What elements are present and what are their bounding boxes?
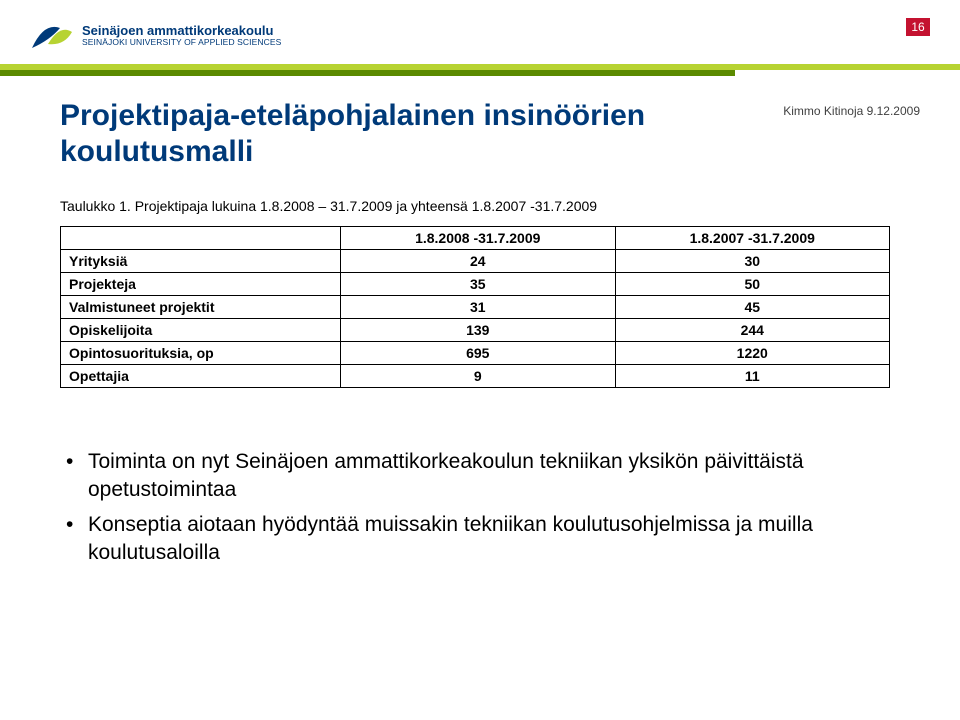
table-row-label: Yrityksiä bbox=[61, 250, 341, 273]
table-header-cell: 1.8.2007 -31.7.2009 bbox=[615, 227, 890, 250]
title-row: Projektipaja-eteläpohjalainen insinöörie… bbox=[60, 98, 920, 170]
table-row: Valmistuneet projektit3145 bbox=[61, 296, 890, 319]
table-row: Projekteja3550 bbox=[61, 273, 890, 296]
bullet-list: Toiminta on nyt Seinäjoen ammattikorkeak… bbox=[60, 448, 920, 567]
table-cell-value: 139 bbox=[341, 319, 616, 342]
table-row-label: Valmistuneet projektit bbox=[61, 296, 341, 319]
table-cell-value: 35 bbox=[341, 273, 616, 296]
table-row-label: Projekteja bbox=[61, 273, 341, 296]
leaf-logo-icon bbox=[30, 18, 74, 54]
institution-logo: Seinäjoen ammattikorkeakoulu SEINÄJOKI U… bbox=[30, 18, 281, 54]
bullet-item: Konseptia aiotaan hyödyntää muissakin te… bbox=[66, 511, 920, 568]
slide-content: Projektipaja-eteläpohjalainen insinöörie… bbox=[60, 98, 920, 573]
table-header-row: 1.8.2008 -31.7.2009 1.8.2007 -31.7.2009 bbox=[61, 227, 890, 250]
table-cell-value: 9 bbox=[341, 365, 616, 388]
bullet-item: Toiminta on nyt Seinäjoen ammattikorkeak… bbox=[66, 448, 920, 505]
table-cell-value: 45 bbox=[615, 296, 890, 319]
table-header-cell: 1.8.2008 -31.7.2009 bbox=[341, 227, 616, 250]
page-number: 16 bbox=[906, 18, 930, 36]
table-row-label: Opintosuorituksia, op bbox=[61, 342, 341, 365]
table-cell-value: 50 bbox=[615, 273, 890, 296]
slide-title: Projektipaja-eteläpohjalainen insinöörie… bbox=[60, 98, 783, 170]
table-row-label: Opettajia bbox=[61, 365, 341, 388]
slide-header: Seinäjoen ammattikorkeakoulu SEINÄJOKI U… bbox=[0, 0, 960, 80]
table-caption: Taulukko 1. Projektipaja lukuina 1.8.200… bbox=[60, 198, 920, 214]
institution-name: Seinäjoen ammattikorkeakoulu bbox=[82, 24, 281, 38]
table-cell-value: 1220 bbox=[615, 342, 890, 365]
table-header-cell bbox=[61, 227, 341, 250]
table-row: Opintosuorituksia, op6951220 bbox=[61, 342, 890, 365]
table-row-label: Opiskelijoita bbox=[61, 319, 341, 342]
table-cell-value: 244 bbox=[615, 319, 890, 342]
table-cell-value: 11 bbox=[615, 365, 890, 388]
table-cell-value: 695 bbox=[341, 342, 616, 365]
data-table: 1.8.2008 -31.7.2009 1.8.2007 -31.7.2009 … bbox=[60, 226, 890, 388]
table-cell-value: 31 bbox=[341, 296, 616, 319]
institution-text: Seinäjoen ammattikorkeakoulu SEINÄJOKI U… bbox=[82, 24, 281, 48]
table-row: Opettajia911 bbox=[61, 365, 890, 388]
table-row: Yrityksiä2430 bbox=[61, 250, 890, 273]
table-cell-value: 24 bbox=[341, 250, 616, 273]
author-date: Kimmo Kitinoja 9.12.2009 bbox=[783, 98, 920, 118]
table-cell-value: 30 bbox=[615, 250, 890, 273]
table-row: Opiskelijoita139244 bbox=[61, 319, 890, 342]
institution-subtitle: SEINÄJOKI UNIVERSITY OF APPLIED SCIENCES bbox=[82, 38, 281, 47]
